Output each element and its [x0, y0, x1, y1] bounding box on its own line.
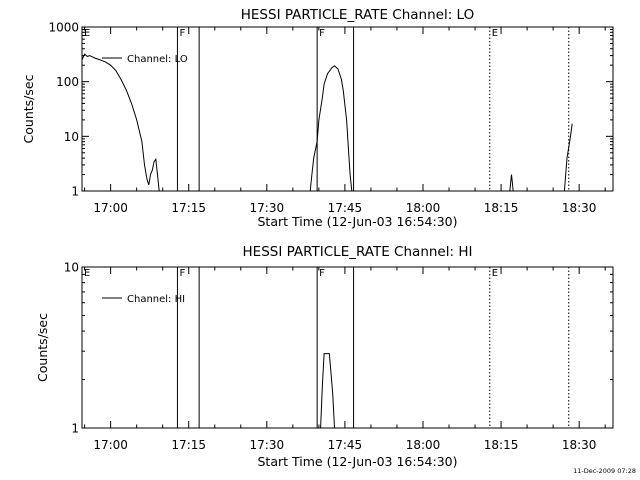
series-line-segment	[509, 174, 514, 191]
x-tick-label: 18:15	[484, 438, 519, 452]
footer-timestamp: 11-Dec-2009 07:28	[573, 467, 636, 475]
x-tick-label: 17:00	[93, 438, 128, 452]
x-tick-label: 18:30	[562, 438, 597, 452]
chart-panel-2: HESSI PARTICLE_RATE Channel: HI 1 10 Counts…	[35, 244, 614, 469]
y-tick-label: 10	[64, 130, 79, 144]
event-marker-label: F	[179, 28, 185, 39]
y-tick-label: 1	[71, 185, 79, 199]
x-tick-label: 18:30	[562, 201, 597, 215]
chart-title: HESSI PARTICLE_RATE Channel: HI	[243, 244, 473, 260]
series-line-segment	[563, 123, 573, 191]
legend-entry: Channel: HI	[127, 294, 185, 305]
event-marker-label: E	[84, 268, 90, 279]
x-tick-label: 17:15	[171, 201, 206, 215]
event-marker-label: F	[319, 268, 325, 279]
x-tick-label: 17:30	[250, 438, 285, 452]
x-tick-label: 17:30	[250, 201, 285, 215]
x-tick-label: 18:15	[484, 201, 519, 215]
y-axis-label: Counts/sec	[21, 74, 36, 143]
chart-title: HESSI PARTICLE_RATE Channel: LO	[241, 7, 474, 23]
y-tick-label: 100	[56, 75, 79, 89]
x-tick-label: 17:15	[171, 438, 206, 452]
x-axis-label: Start Time (12-Jun-03 16:54:30)	[258, 214, 458, 229]
x-tick-label: 18:00	[406, 201, 441, 215]
legend-entry: Channel: LO	[127, 54, 188, 65]
y-tick-label: 10	[64, 261, 79, 275]
event-marker-label: E	[492, 268, 498, 279]
event-marker-label: F	[179, 268, 185, 279]
series-line-segment	[320, 353, 335, 428]
plot-frame	[81, 266, 614, 429]
x-tick-label: 18:00	[406, 438, 441, 452]
y-tick-label: 1000	[48, 21, 79, 35]
x-tick-label: 17:45	[328, 438, 363, 452]
x-axis-label: Start Time (12-Jun-03 16:54:30)	[258, 454, 458, 469]
y-axis-label: Counts/sec	[35, 313, 50, 382]
event-marker-label: E	[492, 28, 498, 39]
chart-panel-1: HESSI PARTICLE_RATE Channel: LO 1 10 100 100…	[21, 7, 614, 229]
y-tick-label: 1	[71, 422, 79, 436]
series-line-segment	[82, 53, 160, 191]
x-tick-label: 17:45	[328, 201, 363, 215]
event-marker-label: E	[84, 28, 90, 39]
plot-frame	[81, 26, 614, 192]
event-marker-label: F	[319, 28, 325, 39]
series-line-segment	[309, 65, 353, 191]
x-tick-label: 17:00	[93, 201, 128, 215]
